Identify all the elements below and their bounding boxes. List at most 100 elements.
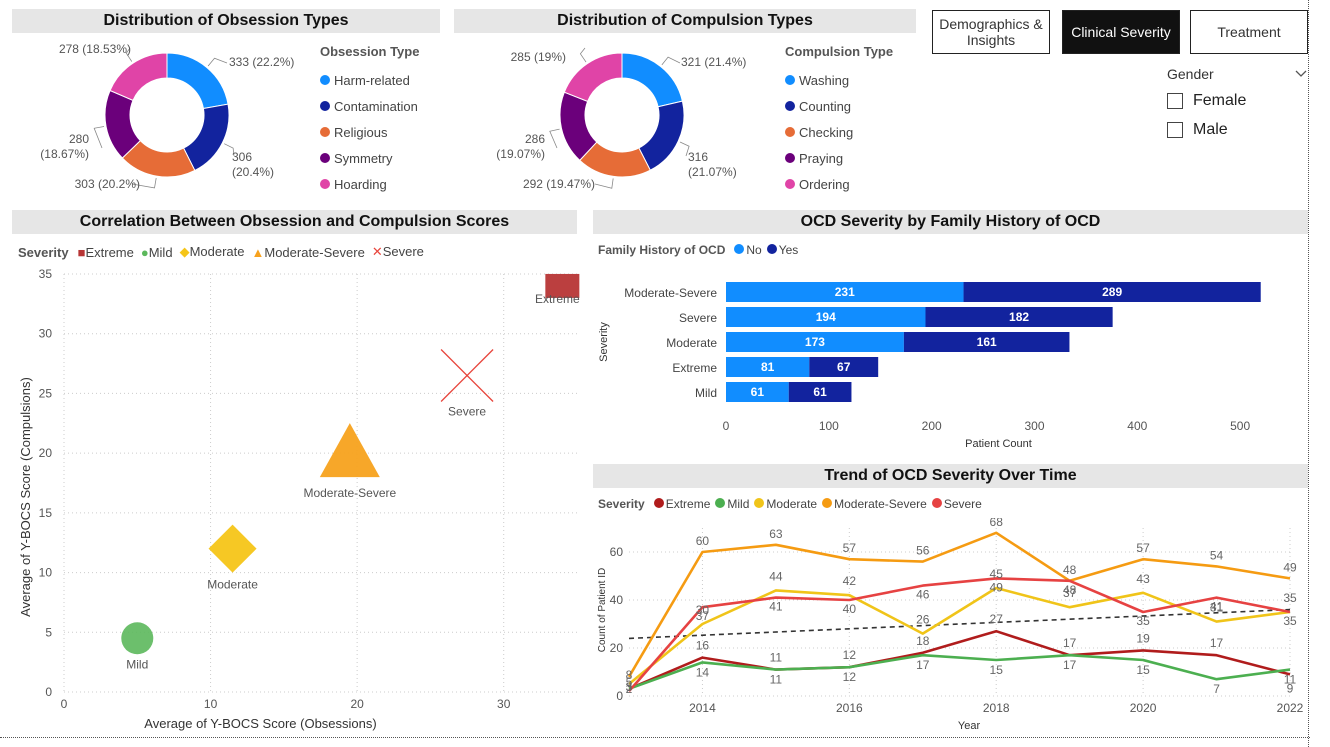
scatter-x-axis-label: Average of Y-BOCS Score (Obsessions) xyxy=(144,716,376,731)
tab-demographics-insights[interactable]: Demographics & Insights xyxy=(932,10,1050,54)
scatter-legend-item-moderate-severe[interactable]: ▲Moderate-Severe xyxy=(251,245,366,260)
gender-option-male[interactable]: Male xyxy=(1167,115,1307,144)
legend-label: Extreme xyxy=(85,244,134,260)
line-chart[interactable]: 0 20 40 60 2014 2016 2018 2020 2022 Year Count of … xyxy=(593,518,1310,736)
scatter-y-tick: 15 xyxy=(39,506,53,520)
line-legend-item-severe[interactable]: Severe xyxy=(931,497,982,511)
legend-dot xyxy=(785,127,795,137)
line-legend-item-extreme[interactable]: Extreme xyxy=(653,497,711,511)
donut-data-label: 286 xyxy=(525,132,545,146)
legend-label: Contamination xyxy=(334,98,418,114)
line-data-label: 7 xyxy=(1213,682,1220,696)
donut-data-label: 292 (19.47%) xyxy=(523,177,595,191)
bar-data-label: 289 xyxy=(1102,285,1122,299)
legend-item-hoarding[interactable]: Hoarding xyxy=(320,171,419,197)
scatter-point-moderate-severe xyxy=(319,423,380,478)
line-data-label: 17 xyxy=(1063,658,1077,672)
legend-item-contamination[interactable]: Contamination xyxy=(320,93,419,119)
legend-dot xyxy=(766,244,777,254)
line-data-label: 15 xyxy=(990,663,1004,677)
legend-marker-icon: ◆ xyxy=(179,244,190,259)
legend-dot xyxy=(734,244,745,254)
legend-item-praying[interactable]: Praying xyxy=(785,145,893,171)
obsession-donut-chart[interactable]: 333 (22.2%) 306(20.4%) 303 (20.2%) 280(18.6… xyxy=(12,36,312,201)
tab-clinical-severity-label: Clinical Severity xyxy=(1071,24,1171,40)
line-x-tick: 2016 xyxy=(836,701,863,715)
donut-data-label: 285 (19%) xyxy=(511,50,566,64)
line-data-label: 11 xyxy=(1284,673,1297,687)
stacked-bar-chart[interactable]: 0 100 200 300 400 500 Patient Count Severity Mod… xyxy=(593,262,1308,454)
legend-label: Washing xyxy=(799,72,850,88)
legend-label: Mild xyxy=(727,497,750,511)
tab-clinical-severity[interactable]: Clinical Severity xyxy=(1062,10,1180,54)
scatter-legend-title: Severity xyxy=(18,244,69,260)
legend-item-harm-related[interactable]: Harm-related xyxy=(320,67,419,93)
legend-dot xyxy=(785,153,795,163)
chevron-down-icon[interactable] xyxy=(1295,70,1307,78)
donut-slice-harm-related xyxy=(166,52,229,110)
line-data-label: 27 xyxy=(990,612,1004,626)
scatter-chart[interactable]: 0 5 10 15 20 25 30 35 0 10 20 30 Average of Y-BOCS S… xyxy=(12,262,582,737)
line-data-label: 49 xyxy=(990,580,1004,594)
line-data-label: 12 xyxy=(843,648,857,662)
donut-leader-line xyxy=(224,143,235,157)
tab-treatment-label: Treatment xyxy=(1217,24,1281,40)
line-y-tick: 0 xyxy=(616,689,623,703)
legend-label: Harm-related xyxy=(334,72,410,88)
scatter-legend-item-mild[interactable]: ●Mild xyxy=(141,245,175,260)
bar-data-label: 194 xyxy=(816,310,836,324)
legend-dot xyxy=(785,179,795,189)
bar-x-tick: 500 xyxy=(1230,419,1250,433)
scatter-legend-item-moderate[interactable]: ◆Moderate xyxy=(180,244,247,260)
line-data-label: 41 xyxy=(769,600,783,614)
gender-slicer: Gender Female Male xyxy=(1167,62,1307,144)
legend-label: Extreme xyxy=(665,497,711,511)
compulsion-legend: Compulsion Type Washing Counting Checking P… xyxy=(785,44,893,197)
gender-option-female[interactable]: Female xyxy=(1167,86,1307,115)
legend-item-checking[interactable]: Checking xyxy=(785,119,893,145)
line-data-label: 46 xyxy=(916,588,930,602)
bar-data-label: 61 xyxy=(751,385,765,399)
line-data-label: 57 xyxy=(1136,541,1150,555)
canvas-border-bottom xyxy=(0,737,1310,739)
line-legend-item-moderate[interactable]: Moderate xyxy=(754,497,817,511)
donut-data-label: 278 (18.53%) xyxy=(59,42,131,56)
legend-label: Severe xyxy=(382,244,424,259)
legend-item-symmetry[interactable]: Symmetry xyxy=(320,145,419,171)
line-legend-item-moderate-severe[interactable]: Moderate-Severe xyxy=(822,497,927,511)
bar-category-label: Moderate xyxy=(666,336,717,350)
bar-legend-item-yes[interactable]: Yes xyxy=(766,243,798,257)
line-data-label: 26 xyxy=(916,613,930,627)
legend-marker-icon: ● xyxy=(140,244,149,260)
legend-dot xyxy=(653,498,664,508)
line-legend-item-mild[interactable]: Mild xyxy=(715,497,749,511)
scatter-y-tick: 35 xyxy=(39,267,53,281)
bar-x-tick: 300 xyxy=(1024,419,1044,433)
line-data-label: 9 xyxy=(1287,681,1294,695)
legend-item-religious[interactable]: Religious xyxy=(320,119,419,145)
male-checkbox[interactable] xyxy=(1167,121,1183,138)
scatter-point-label: Mild xyxy=(126,657,148,671)
gender-slicer-header[interactable]: Gender xyxy=(1167,62,1307,86)
scatter-legend-item-extreme[interactable]: ■Extreme xyxy=(78,245,136,260)
donut-slice-contamination xyxy=(182,103,230,172)
legend-marker-icon: ✕ xyxy=(371,244,383,259)
scatter-y-axis-label: Average of Y-BOCS Score (Compulsions) xyxy=(18,377,33,617)
compulsion-donut-chart[interactable]: 321 (21.4%) 316(21.07%) 292 (19.47%) 286(19… xyxy=(460,36,780,201)
scatter-y-tick: 25 xyxy=(39,386,53,400)
tab-treatment[interactable]: Treatment xyxy=(1190,10,1308,54)
legend-item-counting[interactable]: Counting xyxy=(785,93,893,119)
bar-legend-item-no[interactable]: No xyxy=(734,243,762,257)
scatter-point-mild xyxy=(121,622,154,655)
scatter-legend-item-severe[interactable]: ✕Severe xyxy=(372,244,426,260)
donut-slice-counting xyxy=(638,100,685,171)
bar-segment-extreme-yes xyxy=(809,357,879,377)
bar-data-label: 231 xyxy=(835,285,855,299)
donut-data-label: 333 (22.2%) xyxy=(229,55,294,69)
line-data-label: 3 xyxy=(626,680,633,694)
legend-item-ordering[interactable]: Ordering xyxy=(785,171,893,197)
female-checkbox[interactable] xyxy=(1167,92,1183,109)
bar-segment-extreme-no xyxy=(726,357,810,377)
line-data-label: 41 xyxy=(1210,600,1224,614)
legend-item-washing[interactable]: Washing xyxy=(785,67,893,93)
